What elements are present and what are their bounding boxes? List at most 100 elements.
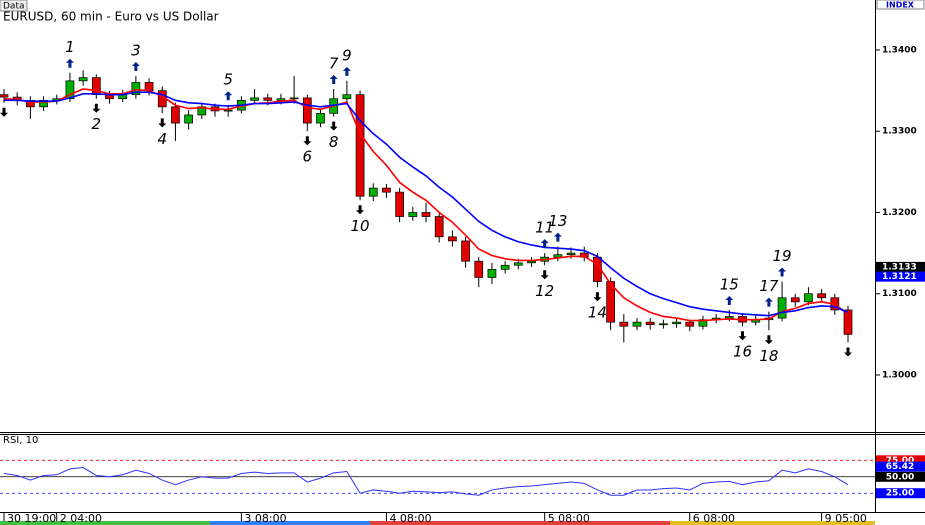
session-strip [0, 521, 210, 525]
price-tag [876, 271, 925, 282]
candle-body [289, 97, 299, 100]
candle-body [26, 99, 35, 108]
signal-arrow-down [303, 136, 312, 146]
signal-label: 12 [535, 282, 554, 300]
data-tab[interactable] [0, 0, 28, 12]
session-strip [370, 521, 670, 525]
signal-arrow-up [778, 267, 787, 277]
candle-body [527, 260, 536, 264]
signal-label: 10 [351, 217, 370, 235]
rsi-level-label: 25.00 [886, 489, 914, 499]
signal-arrow-down [356, 205, 365, 215]
candle-body [382, 187, 391, 193]
x-tick-label: 2 04:00 [60, 512, 102, 525]
signal-arrow-up [65, 58, 74, 68]
signal-arrow-down [738, 331, 747, 341]
signal-label: 8 [329, 133, 339, 151]
candle-body [250, 97, 259, 101]
index-label: INDEX [886, 1, 915, 10]
session-strip [670, 521, 875, 525]
x-tick-label: 3 08:00 [244, 512, 286, 525]
y-tick-label: 1.3000 [882, 370, 917, 380]
y-tick-label: 1.3300 [882, 127, 917, 137]
signal-label: 11 [535, 219, 554, 237]
signal-label: 13 [548, 212, 567, 230]
price-tag-label: 1.3133 [882, 262, 917, 272]
signal-label: 1 [65, 38, 75, 56]
candle-body [276, 98, 286, 101]
x-tick-label: 6 08:00 [693, 512, 735, 525]
candle-body [461, 240, 470, 262]
candle-body [223, 109, 233, 112]
moving-average [4, 91, 849, 317]
signal-label: 6 [303, 148, 313, 166]
signal-label: 15 [720, 275, 739, 293]
candle-body [91, 77, 101, 96]
candle-body [672, 321, 681, 325]
signal-arrow-up [540, 239, 549, 249]
candle-body [184, 114, 193, 124]
signal-arrow-up [329, 74, 338, 84]
rsi-line [3, 467, 849, 496]
candle-body [645, 321, 655, 325]
signal-arrow-up [342, 66, 351, 76]
signal-arrow-down [0, 107, 8, 117]
candle-body [197, 106, 207, 116]
candle-body [698, 319, 708, 327]
candle-body [659, 323, 668, 326]
x-tick-label: 30 19:00 [7, 512, 56, 525]
signal-arrow-down [92, 103, 101, 113]
rsi-last-tag [876, 461, 925, 472]
candle-body [434, 216, 444, 238]
index-box [876, 0, 925, 10]
candle-body [448, 236, 457, 242]
signal-arrow-down [329, 121, 338, 131]
candle-body [817, 293, 826, 299]
candle-body [131, 82, 141, 96]
signal-label: 3 [131, 41, 141, 59]
signal-arrow-down [540, 270, 549, 280]
signal-arrow-down [844, 347, 852, 357]
signal-arrow-up [131, 61, 140, 71]
candle-body [474, 260, 484, 278]
candle-body [408, 212, 418, 217]
price-tag-label: 1.3121 [882, 272, 917, 282]
x-tick-label: 9 05:00 [825, 512, 867, 525]
price-tag [876, 261, 925, 272]
signal-arrow-down [764, 335, 773, 345]
candle-body [78, 77, 88, 82]
data-tab-label: Data [3, 2, 25, 12]
session-strip [210, 521, 370, 525]
candle-body [171, 106, 180, 124]
candle-body [685, 321, 695, 327]
candle-body [566, 252, 576, 256]
candle-body [790, 297, 800, 303]
signal-arrow-up [553, 232, 562, 242]
candle-body [513, 262, 523, 266]
signal-label: 7 [329, 54, 339, 72]
candle-body [368, 187, 378, 197]
y-tick-label: 1.3200 [882, 208, 917, 218]
candle-body [342, 94, 352, 100]
rsi-title: RSI, 10 [3, 435, 38, 446]
candle-body [355, 94, 365, 197]
signal-label: 2 [92, 115, 102, 133]
signal-label: 9 [342, 46, 352, 64]
candle-body [0, 94, 9, 98]
rsi-level-tag [876, 471, 925, 482]
signal-arrow-up [764, 297, 773, 307]
candle-body [777, 297, 787, 319]
candle-body [632, 321, 642, 327]
rsi-last-label: 65.42 [886, 462, 914, 472]
rsi-level-label: 50.00 [886, 472, 914, 482]
candle-body [843, 309, 853, 335]
candle-body [724, 316, 734, 319]
signal-label: 17 [759, 277, 779, 295]
candle-body [316, 112, 325, 124]
moving-average [3, 88, 849, 322]
signal-label: 19 [773, 247, 792, 265]
x-tick-label: 5 08:00 [548, 512, 590, 525]
signal-label: 16 [733, 343, 752, 361]
y-tick-label: 1.3100 [882, 289, 917, 299]
